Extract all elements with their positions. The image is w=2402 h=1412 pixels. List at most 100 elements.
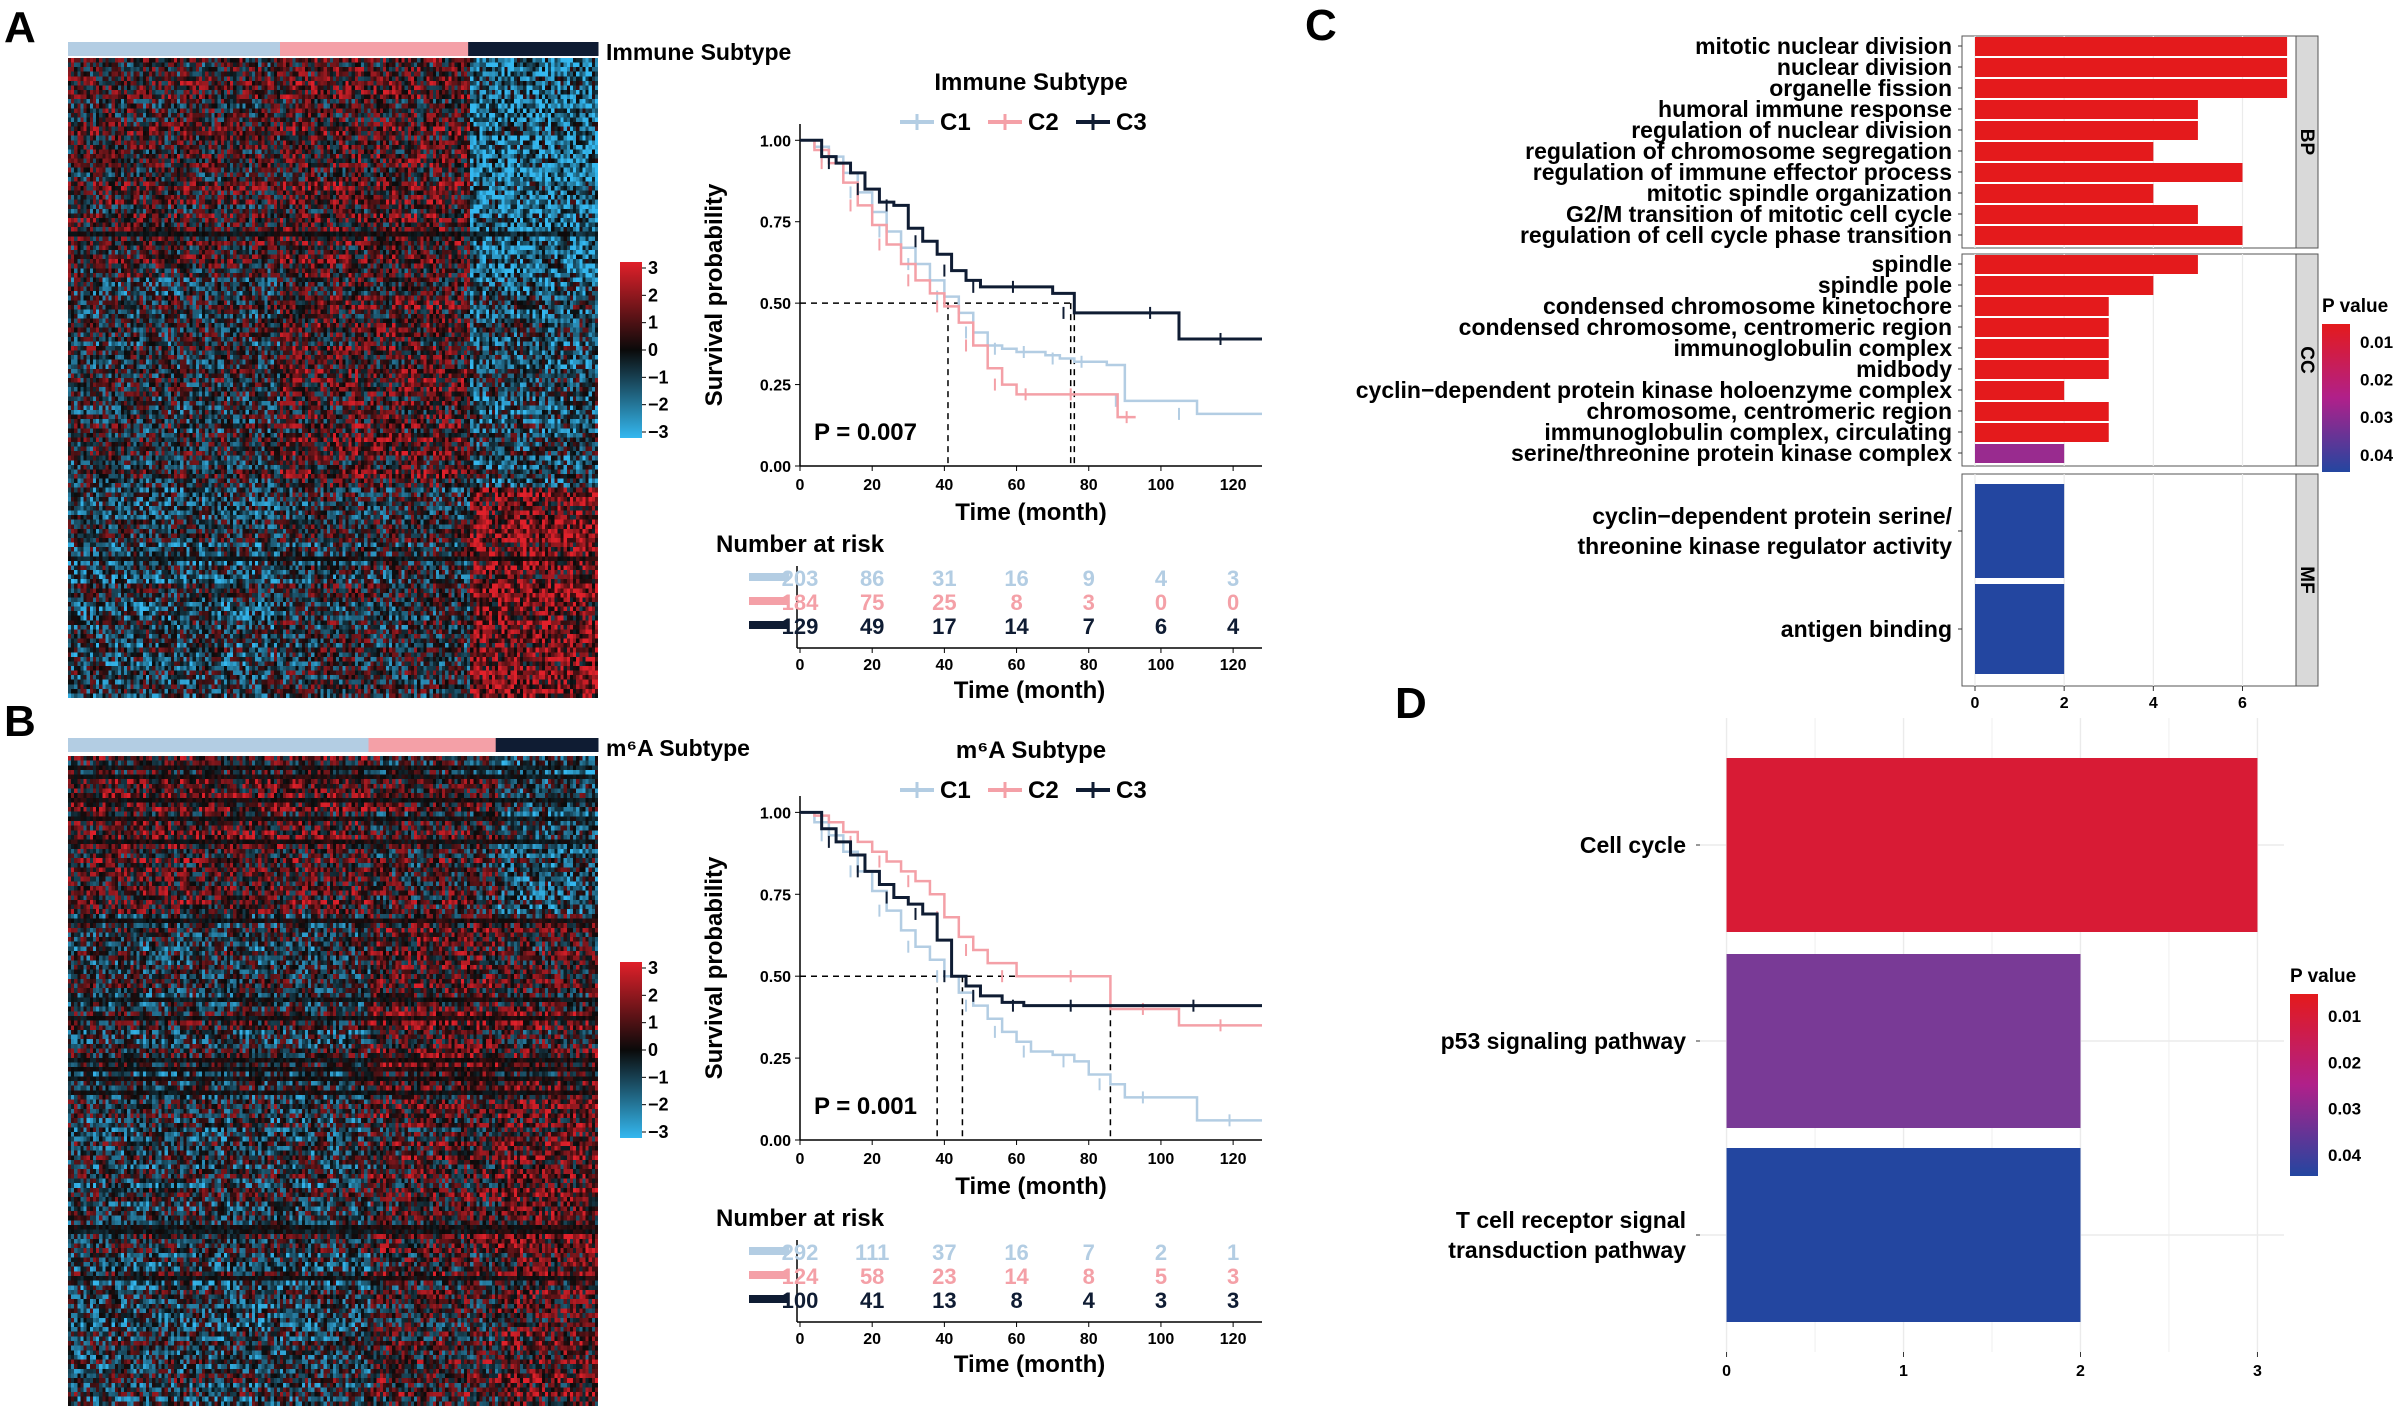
- risk-x-tick-label: 0: [796, 657, 805, 674]
- go-category-label: cyclin−dependent protein kinase holoenzy…: [1356, 377, 1952, 403]
- go-bar: [1975, 276, 2154, 295]
- risk-x-tick-label: 60: [1008, 1331, 1026, 1348]
- panel-label: D: [1395, 679, 1427, 728]
- risk-value: 58: [860, 1264, 884, 1289]
- go-bar: [1975, 255, 2198, 274]
- kegg-bar: [1726, 954, 2081, 1128]
- risk-value: 292: [782, 1240, 819, 1265]
- go-bar: [1975, 360, 2109, 379]
- risk-value: 124: [782, 1264, 819, 1289]
- risk-value: 5: [1155, 1264, 1167, 1289]
- x-tick-label: 2: [2060, 695, 2069, 712]
- annotation-C3: [495, 738, 599, 752]
- heatmap-cells: [68, 58, 598, 698]
- go-bar: [1975, 423, 2109, 442]
- risk-value: 100: [782, 1288, 819, 1313]
- pvalue-tick-label: 0.01: [2360, 333, 2393, 352]
- risk-value: 8: [1010, 1288, 1022, 1313]
- go-bar: [1975, 79, 2288, 98]
- risk-x-tick-label: 20: [863, 657, 881, 674]
- annotation-label: Immune Subtype: [606, 39, 791, 65]
- x-tick-label: 20: [863, 1151, 881, 1168]
- risk-value: 184: [782, 590, 819, 615]
- p-value: P = 0.007: [814, 419, 917, 446]
- facet-strip-label: MF: [2296, 566, 2317, 593]
- risk-x-tick-label: 40: [935, 657, 953, 674]
- panel-label: A: [4, 3, 36, 52]
- risk-value: 31: [932, 566, 956, 591]
- colorbar-tick-label: 2: [648, 985, 658, 1005]
- heatmap-cells: [68, 756, 598, 1406]
- facet-strip-MF: [2295, 473, 2319, 687]
- go-category-label: midbody: [1856, 356, 1952, 382]
- kegg-bar: [1726, 1148, 2081, 1322]
- km-curve-C3: [800, 138, 1262, 341]
- go-category-label: immunoglobulin complex: [1673, 335, 1952, 361]
- risk-value: 3: [1083, 590, 1095, 615]
- colorbar-tick-label: −3: [648, 422, 669, 442]
- y-tick-label: 1.00: [760, 805, 791, 822]
- risk-value: 7: [1083, 614, 1095, 639]
- colorbar-tick-label: 3: [648, 258, 658, 278]
- risk-value: 16: [1004, 1240, 1028, 1265]
- km-curve-C2: [800, 811, 1262, 1027]
- kegg-category-label: Cell cycle: [1580, 832, 1686, 858]
- risk-value: 75: [860, 590, 884, 615]
- x-tick-label: 0: [1971, 695, 1980, 712]
- y-tick-label: 0.75: [760, 215, 791, 232]
- B-km-panel: m⁶A Subtype C1 C2 C3 0.00 0.25 0.50 0.75 1.00 0 20…: [701, 737, 1262, 1200]
- go-bar: [1975, 58, 2288, 77]
- colorbar-tick-label: 1: [648, 313, 658, 333]
- risk-key-C3: [749, 621, 789, 629]
- go-category-label: immunoglobulin complex, circulating: [1544, 419, 1952, 445]
- legend-label-C3: C3: [1116, 109, 1147, 136]
- colorbar-tick-label: −1: [648, 1067, 669, 1087]
- go-category-label: G2/M transition of mitotic cell cycle: [1566, 201, 1952, 227]
- legend-censor-C1: [909, 114, 925, 130]
- pvalue-legend-title: P value: [2290, 966, 2356, 987]
- risk-value: 4: [1155, 566, 1168, 591]
- kegg-category-label: T cell receptor signal: [1456, 1207, 1686, 1233]
- go-category-label: chromosome, centromeric region: [1586, 398, 1952, 424]
- legend-censor-C3: [1085, 114, 1101, 130]
- go-category-label: regulation of nuclear division: [1631, 117, 1952, 143]
- x-axis-label: Time (month): [955, 499, 1107, 526]
- risk-x-tick-label: 80: [1080, 1331, 1098, 1348]
- go-bar: [1975, 402, 2109, 421]
- go-bar: [1975, 584, 2065, 674]
- go-bar: [1975, 381, 2065, 400]
- panel-label: B: [4, 697, 36, 746]
- risk-value: 8: [1083, 1264, 1095, 1289]
- risk-value: 2: [1155, 1240, 1167, 1265]
- go-category-label: humoral immune response: [1658, 96, 1952, 122]
- km-title: m⁶A Subtype: [956, 737, 1106, 764]
- x-tick-label: 40: [935, 477, 953, 494]
- risk-value: 49: [860, 614, 884, 639]
- risk-value: 14: [1004, 1264, 1029, 1289]
- risk-value: 37: [932, 1240, 956, 1265]
- go-category-label: antigen binding: [1781, 616, 1952, 642]
- x-tick-label: 0: [796, 477, 805, 494]
- colorbar: [620, 262, 642, 438]
- risk-x-tick-label: 120: [1220, 657, 1247, 674]
- risk-value: 14: [1004, 614, 1029, 639]
- annotation-C2: [280, 42, 469, 56]
- D-kegg-panel: D Cell cycle p53 signaling pathway T cell r…: [1395, 679, 2362, 1380]
- risk-key-C1: [749, 573, 789, 581]
- go-category-label: spindle: [1871, 251, 1952, 277]
- colorbar-tick-label: −2: [648, 395, 669, 415]
- x-tick-label: 0: [1722, 1363, 1731, 1380]
- risk-value: 41: [860, 1288, 884, 1313]
- y-tick-label: 0.75: [760, 887, 791, 904]
- kegg-category-label: transduction pathway: [1448, 1237, 1686, 1263]
- risk-x-tick-label: 80: [1080, 657, 1098, 674]
- legend-censor-C2: [997, 114, 1013, 130]
- risk-x-axis-label: Time (month): [954, 677, 1106, 704]
- risk-x-tick-label: 40: [935, 1331, 953, 1348]
- go-bar: [1975, 444, 2065, 463]
- go-category-label: regulation of cell cycle phase transitio…: [1520, 222, 1952, 248]
- facet-strip-BP: [2295, 35, 2319, 249]
- legend-label-C1: C1: [940, 777, 971, 804]
